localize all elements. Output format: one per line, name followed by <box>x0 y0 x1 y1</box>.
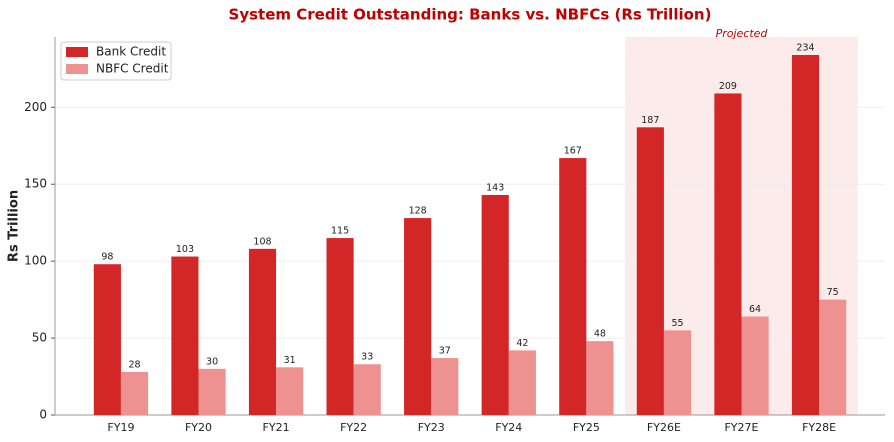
bar <box>276 367 304 415</box>
legend-swatch <box>66 64 88 74</box>
bar <box>171 256 199 415</box>
value-label: 33 <box>361 352 373 363</box>
value-label: 103 <box>176 244 194 255</box>
bar <box>636 127 664 416</box>
value-label: 234 <box>796 43 814 54</box>
bar <box>481 195 509 415</box>
x-tick-label: FY28E <box>802 421 836 434</box>
bar <box>791 55 820 415</box>
legend-box <box>60 41 172 81</box>
x-tick-label: FY24 <box>495 421 522 434</box>
bar <box>586 341 614 415</box>
value-label: 42 <box>516 338 528 349</box>
bar <box>326 238 354 415</box>
x-tick-label: FY20 <box>185 421 212 434</box>
value-label: 37 <box>439 346 451 357</box>
x-tick-label: FY19 <box>107 421 134 434</box>
x-tick-label: FY21 <box>263 421 290 434</box>
legend-swatch <box>66 47 88 57</box>
value-label: 30 <box>206 356 218 367</box>
value-label: 28 <box>128 359 140 370</box>
y-tick-label: 100 <box>24 254 47 268</box>
bar <box>198 368 226 415</box>
y-tick-label: 0 <box>39 408 47 422</box>
bar <box>248 248 277 415</box>
x-tick-label: FY25 <box>573 421 600 434</box>
legend-label: NBFC Credit <box>96 62 169 76</box>
value-label: 143 <box>486 183 504 194</box>
value-label: 108 <box>253 236 271 247</box>
bar <box>559 158 587 416</box>
x-tick-label: FY27E <box>724 421 758 434</box>
x-tick-label: FY23 <box>418 421 445 434</box>
y-axis-label: Rs Trillion <box>7 190 22 262</box>
bar <box>663 330 692 415</box>
bar <box>353 364 381 415</box>
value-label: 75 <box>827 287 839 298</box>
projected-label: Projected <box>716 27 769 40</box>
value-label: 48 <box>594 329 606 340</box>
legend: Bank Credit NBFC Credit <box>60 41 172 81</box>
value-label: 167 <box>564 146 582 157</box>
value-label: 64 <box>749 304 761 315</box>
x-tick-label: FY22 <box>340 421 367 434</box>
value-label: 55 <box>671 318 683 329</box>
legend-label: Bank Credit <box>96 45 166 59</box>
value-label: 31 <box>284 355 296 366</box>
value-label: 209 <box>719 81 737 92</box>
value-label: 187 <box>641 115 659 126</box>
bar <box>508 350 536 415</box>
chart-title: System Credit Outstanding: Banks vs. NBF… <box>229 6 712 24</box>
bar <box>431 358 459 415</box>
x-tick-label: FY26E <box>647 421 681 434</box>
bar <box>93 264 121 415</box>
bar <box>714 93 742 415</box>
bar <box>404 218 432 415</box>
y-tick-label: 150 <box>24 177 47 191</box>
bar <box>741 316 769 415</box>
y-tick-label: 50 <box>32 331 47 345</box>
bar <box>819 299 847 415</box>
bar <box>120 371 149 415</box>
value-label: 115 <box>331 226 349 237</box>
y-tick-label: 200 <box>24 100 47 114</box>
value-label: 128 <box>409 206 427 217</box>
value-label: 98 <box>101 252 113 263</box>
